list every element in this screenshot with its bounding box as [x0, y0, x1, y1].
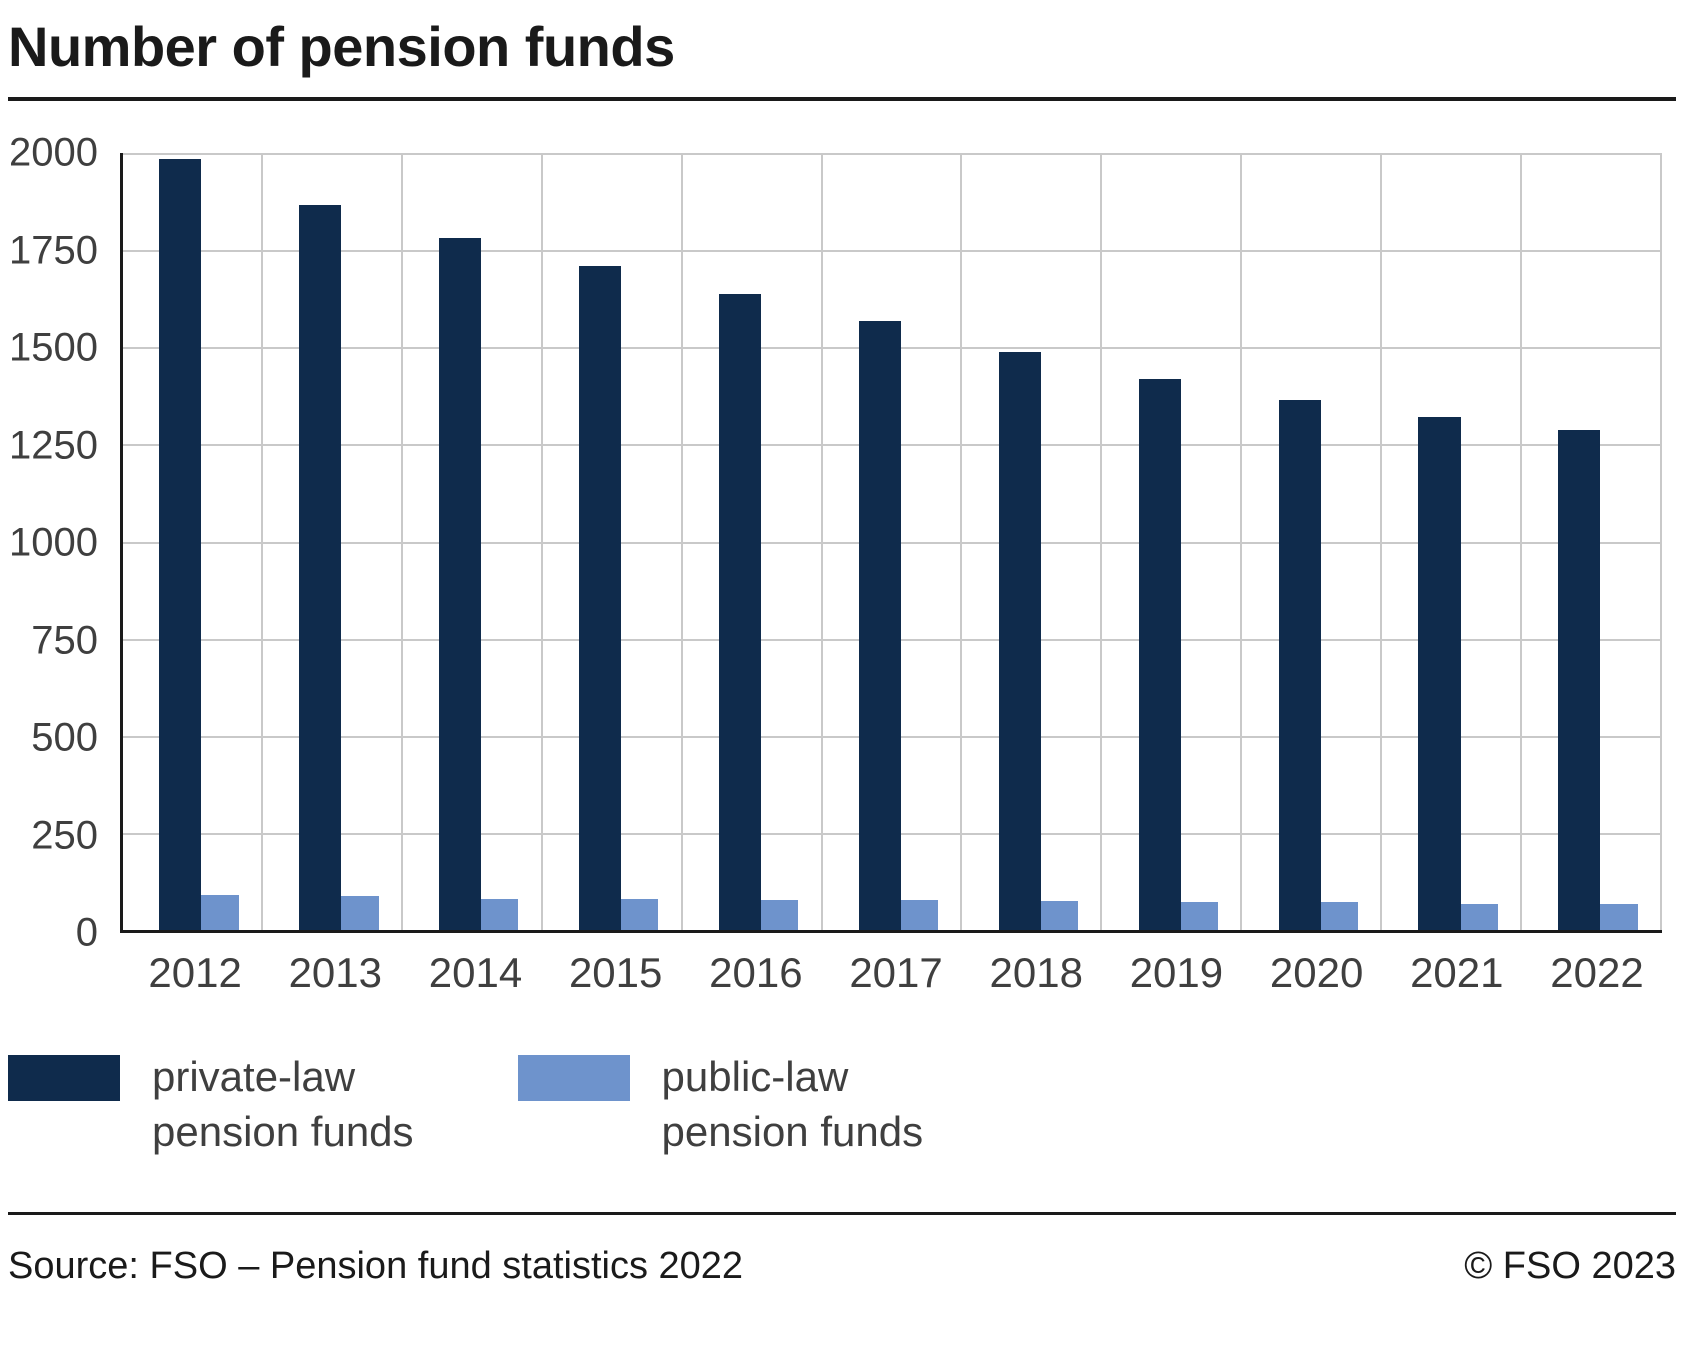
bar-public-2019 [1180, 901, 1218, 930]
legend-label-private-line1: private-law [152, 1053, 356, 1100]
bar-private-2022 [1558, 430, 1601, 930]
y-tick-label-2000: 2000 [9, 130, 98, 175]
category-cell-2020 [1242, 153, 1383, 930]
category-cell-2022 [1522, 153, 1662, 930]
legend-swatch-public [517, 1055, 630, 1101]
legend: private-law pension funds public-law pen… [8, 1049, 1676, 1160]
bar-private-2017 [858, 320, 901, 930]
copyright-text: © FSO 2023 [1464, 1244, 1676, 1287]
gridline-1750 [123, 250, 1662, 253]
x-axis: 2012 2013 2014 2015 2016 2017 2018 2019 2020 2021… [120, 949, 1662, 997]
bar-private-2019 [1138, 378, 1181, 930]
bar-group-2018 [962, 153, 1100, 930]
bar-private-2021 [1418, 417, 1461, 930]
x-tick-label-2013: 2013 [288, 949, 382, 996]
y-tick-label-0: 0 [75, 910, 98, 955]
plot-area [120, 153, 1662, 933]
legend-swatch-private [8, 1055, 120, 1101]
category-cell-2013 [263, 153, 403, 930]
bar-private-2013 [299, 205, 342, 930]
legend-label-public-line1: public-law [661, 1053, 849, 1100]
y-tick-label-1250: 1250 [9, 423, 98, 467]
category-cell-2015 [543, 153, 683, 930]
bar-private-2020 [1278, 400, 1321, 930]
legend-label-private: private-law pension funds [152, 1049, 414, 1160]
x-tick-label-2022: 2022 [1550, 949, 1644, 996]
x-tick-label-2015: 2015 [568, 949, 663, 996]
gridline-2000 [123, 153, 1662, 155]
category-cell-2019 [1102, 153, 1243, 930]
category-cell-2012 [123, 153, 263, 930]
title-divider [8, 97, 1676, 101]
bar-group-2016 [683, 153, 821, 930]
x-tick-label-2017: 2017 [849, 949, 943, 996]
y-tick-label-1000: 1000 [9, 520, 98, 565]
legend-item-public: public-law pension funds [517, 1049, 924, 1160]
bar-group-2012 [123, 153, 261, 930]
bar-public-2012 [201, 895, 239, 930]
bar-public-2014 [481, 898, 519, 930]
y-tick-label-1500: 1500 [9, 325, 98, 370]
x-tick-label-2021: 2021 [1410, 949, 1504, 996]
legend-label-public-line2: pension funds [661, 1108, 924, 1156]
category-cell-2016 [683, 153, 823, 930]
bar-private-2015 [579, 266, 622, 930]
y-axis: 0 250 500 750 1000 1250 1500 1750 2000 [8, 131, 120, 955]
category-cell-2018 [962, 153, 1103, 930]
bar-group-2015 [543, 153, 681, 930]
bar-public-2022 [1600, 904, 1638, 930]
y-tick-label-500: 500 [31, 715, 98, 760]
bar-group-2013 [263, 153, 401, 930]
source-text: Source: FSO – Pension fund statistics 20… [8, 1244, 744, 1287]
bar-public-2016 [761, 899, 799, 930]
x-tick-label-2019: 2019 [1129, 949, 1224, 996]
bar-public-2015 [621, 899, 659, 930]
bar-public-2021 [1460, 903, 1498, 930]
bar-private-2014 [439, 237, 482, 930]
bar-group-2020 [1242, 153, 1380, 930]
y-tick-label-1750: 1750 [9, 228, 98, 272]
legend-item-private: private-law pension funds [8, 1049, 414, 1160]
y-tick-label-750: 750 [31, 618, 98, 662]
plot-wrap: 2012 2013 2014 2015 2016 2017 2018 2019 2020 2021… [120, 153, 1662, 997]
footer: Source: FSO – Pension fund statistics 20… [8, 1245, 1676, 1288]
category-cell-2017 [823, 153, 963, 930]
bar-group-2019 [1102, 153, 1240, 930]
category-cell-2014 [403, 153, 543, 930]
bar-private-2016 [718, 293, 762, 930]
page-title: Number of pension funds [8, 15, 675, 78]
footer-divider [8, 1211, 1676, 1215]
chart: 0 250 500 750 1000 1250 1500 1750 2000 2012 2013 2… [8, 131, 1676, 997]
x-tick-label-2016: 2016 [709, 949, 803, 996]
category-cell-2021 [1382, 153, 1523, 930]
x-tick-label-2014: 2014 [428, 949, 523, 996]
bar-public-2017 [900, 900, 939, 930]
bar-group-2014 [403, 153, 541, 930]
x-tick-label-2018: 2018 [989, 949, 1083, 996]
bar-group-2021 [1382, 153, 1520, 930]
bar-private-2018 [998, 351, 1041, 930]
x-tick-label-2020: 2020 [1269, 949, 1364, 996]
bar-private-2012 [159, 159, 202, 930]
y-tick-label-250: 250 [31, 813, 98, 857]
legend-label-private-line2: pension funds [152, 1108, 414, 1156]
bar-public-2020 [1320, 902, 1358, 930]
x-tick-label-2012: 2012 [148, 949, 242, 996]
bar-public-2013 [341, 895, 379, 930]
bar-public-2018 [1040, 901, 1079, 930]
bar-group-2017 [823, 153, 961, 930]
bar-group-2022 [1522, 153, 1660, 930]
legend-label-public: public-law pension funds [662, 1049, 924, 1160]
